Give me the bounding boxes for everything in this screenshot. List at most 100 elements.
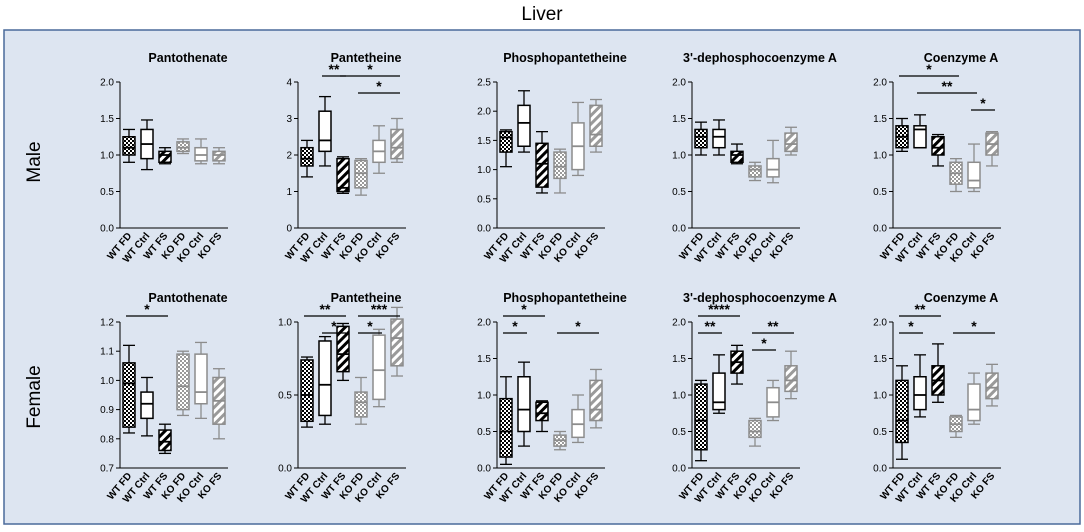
box-wt-fd (499, 376, 513, 466)
box-body (499, 397, 513, 458)
box-wt-fs (931, 133, 945, 167)
box-wt-fs (730, 143, 744, 165)
box-wt-fd (499, 129, 513, 168)
chart-title: Pantetheine (331, 51, 402, 65)
box-wt-ctrl (517, 90, 531, 153)
box-body (122, 136, 136, 156)
y-tick-label: 0.0 (672, 224, 686, 235)
box-wt-fs (931, 343, 945, 403)
y-tick-label: 1.0 (100, 376, 114, 387)
y-tick-label: 0.8 (100, 434, 114, 445)
y-tick-label: 0.9 (100, 405, 114, 416)
significance-label: * (512, 318, 518, 334)
y-tick-label: 1.0 (873, 391, 887, 402)
y-tick-label: 0.0 (672, 464, 686, 475)
box-ko-fs (784, 350, 798, 400)
y-tick-label: 2.0 (873, 78, 887, 89)
chart-title: 3'-dephosphocoenzyme A (683, 291, 837, 305)
box-ko-ctrl (194, 341, 208, 420)
box-ko-ctrl (571, 101, 585, 177)
box-wt-ctrl (140, 376, 154, 437)
box-ko-fd (748, 417, 762, 447)
y-tick-label: 0.5 (672, 427, 686, 438)
box-body (589, 379, 603, 422)
box-wt-fs (336, 156, 350, 194)
row-label-male: Male (24, 141, 45, 182)
significance-label: *** (371, 301, 388, 317)
box-wt-fs (535, 400, 549, 433)
y-tick-label: 1.5 (672, 114, 686, 125)
box-ko-fs (390, 117, 404, 163)
y-tick-label: 0.0 (477, 464, 491, 475)
box-body (122, 362, 136, 428)
y-tick-label: 0.5 (100, 187, 114, 198)
chart-title: Phosphopantetheine (503, 51, 627, 65)
y-tick-label: 0 (286, 224, 292, 235)
y-tick-label: 0.5 (278, 391, 292, 402)
box-ko-fd (553, 148, 567, 194)
box-wt-ctrl (712, 119, 726, 156)
y-tick-label: 0.5 (672, 187, 686, 198)
chart-title: Coenzyme A (924, 291, 999, 305)
chart-title: Pantetheine (331, 291, 402, 305)
box-body (517, 104, 531, 147)
box-ko-fs (985, 130, 999, 167)
significance-label: * (367, 318, 373, 334)
box-ko-fs (390, 306, 404, 377)
y-tick-label: 1.0 (873, 151, 887, 162)
y-tick-label: 2.0 (477, 318, 491, 329)
box-body (535, 142, 549, 188)
y-tick-label: 2.0 (672, 318, 686, 329)
y-tick-label: 4 (286, 78, 292, 89)
box-body (158, 150, 172, 164)
box-ko-ctrl (766, 139, 780, 184)
box-body (748, 165, 762, 178)
y-tick-label: 2.0 (672, 78, 686, 89)
box-body (712, 128, 726, 149)
y-tick-label: 1 (286, 187, 292, 198)
significance-label: * (144, 301, 150, 317)
y-tick-label: 1.0 (477, 391, 491, 402)
box-ko-fd (176, 350, 190, 417)
box-ko-fd (553, 430, 567, 451)
chart-title: Pantothenate (148, 291, 227, 305)
box-body (535, 401, 549, 422)
box-ko-fd (176, 138, 190, 155)
box-wt-ctrl (913, 354, 927, 418)
y-tick-label: 0.0 (100, 224, 114, 235)
box-body (766, 157, 780, 178)
box-wt-fd (122, 344, 136, 434)
box-body (694, 128, 708, 149)
y-tick-label: 0.0 (873, 224, 887, 235)
box-ko-fd (354, 157, 368, 196)
box-body (336, 325, 350, 373)
y-tick-label: 1.5 (672, 354, 686, 365)
significance-label: * (331, 318, 337, 334)
y-tick-label: 1.5 (477, 354, 491, 365)
box-body (712, 372, 726, 411)
box-body (730, 150, 744, 164)
box-ko-ctrl (372, 328, 386, 408)
box-ko-fd (949, 157, 963, 193)
y-tick-label: 0.0 (873, 464, 887, 475)
y-tick-label: 1.5 (477, 136, 491, 147)
box-body (985, 372, 999, 400)
box-body (300, 146, 314, 167)
box-wt-ctrl (140, 119, 154, 171)
box-ko-fd (354, 376, 368, 425)
box-wt-fs (730, 344, 744, 385)
box-body (212, 150, 226, 162)
box-body (176, 141, 190, 153)
row-label-female: Female (24, 365, 45, 428)
y-tick-label: 2.0 (100, 78, 114, 89)
y-tick-label: 1.0 (100, 151, 114, 162)
box-body (158, 429, 172, 452)
box-ko-ctrl (372, 125, 386, 174)
box-body (913, 125, 927, 149)
box-body (895, 379, 909, 444)
chart-title: Coenzyme A (924, 51, 999, 65)
significance-label: ** (320, 301, 331, 317)
box-ko-ctrl (967, 143, 981, 193)
